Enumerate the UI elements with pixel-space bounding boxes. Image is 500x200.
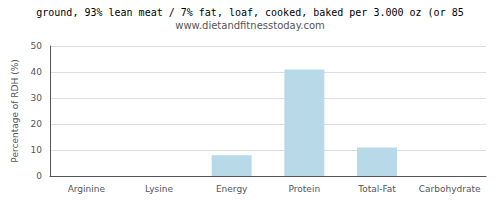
svg-text:20: 20 <box>31 119 43 129</box>
svg-text:Energy: Energy <box>216 184 248 194</box>
svg-text:10: 10 <box>31 145 43 155</box>
svg-text:Carbohydrate: Carbohydrate <box>419 184 481 194</box>
svg-text:40: 40 <box>31 67 43 77</box>
svg-text:0: 0 <box>36 171 42 181</box>
svg-text:50: 50 <box>31 41 43 51</box>
svg-text:Lysine: Lysine <box>145 184 173 194</box>
svg-text:30: 30 <box>31 93 43 103</box>
svg-text:Percentage of RDH (%): Percentage of RDH (%) <box>10 59 20 162</box>
svg-text:Protein: Protein <box>289 184 321 194</box>
svg-text:Arginine: Arginine <box>68 184 106 194</box>
svg-text:www.dietandfitnesstoday.com: www.dietandfitnesstoday.com <box>175 20 324 31</box>
svg-text:Total-Fat: Total-Fat <box>357 184 396 194</box>
svg-text:ground, 93% lean meat / 7% fat: ground, 93% lean meat / 7% fat, loaf, co… <box>36 7 463 18</box>
